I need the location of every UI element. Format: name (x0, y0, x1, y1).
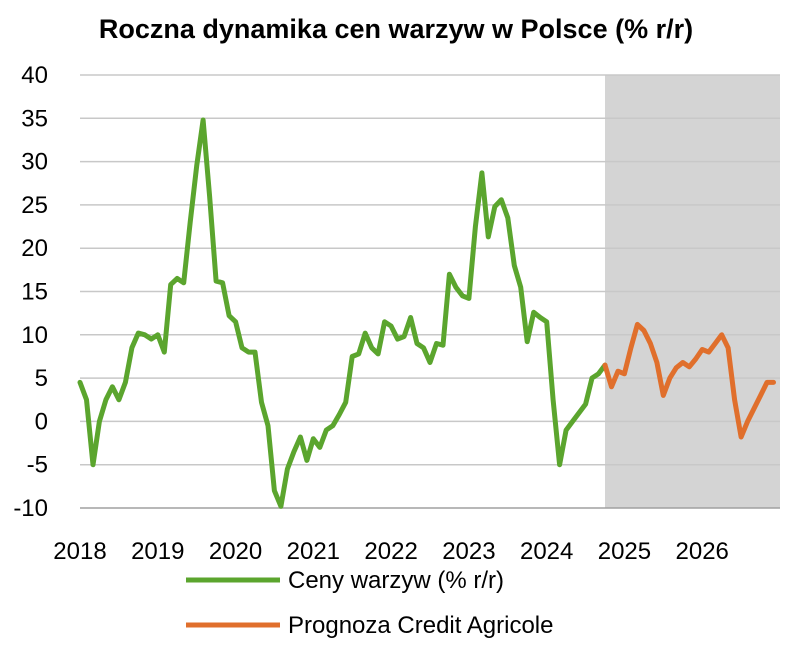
x-tick-label: 2022 (364, 538, 417, 565)
chart-title: Roczna dynamika cen warzyw w Polsce (% r… (99, 14, 693, 44)
x-tick-label: 2026 (676, 538, 729, 565)
y-tick-label: 0 (35, 408, 48, 435)
y-tick-label: 10 (21, 322, 48, 349)
series-line-forecast (602, 321, 776, 440)
x-tick-label: 2024 (520, 538, 573, 565)
x-axis-ticks: 2018 2019 2020 2021 2022 2023 2024 2025 2026 (53, 538, 729, 565)
x-tick-label: 2021 (287, 538, 340, 565)
series-lines (77, 117, 776, 509)
x-tick-label: 2018 (53, 538, 106, 565)
y-tick-label: 15 (21, 279, 48, 306)
x-tick-label: 2023 (442, 538, 495, 565)
x-tick-label: 2020 (209, 538, 262, 565)
y-tick-label: 35 (21, 105, 48, 132)
series-line-actual (77, 117, 608, 509)
x-tick-label: 2019 (131, 538, 184, 565)
y-tick-label: 40 (21, 62, 48, 89)
legend-label: Ceny warzyw (% r/r) (288, 567, 504, 594)
y-axis-ticks: -10 -5 0 5 10 15 20 25 30 35 40 (13, 62, 48, 522)
x-tick-label: 2025 (598, 538, 651, 565)
y-tick-label: -10 (13, 495, 48, 522)
legend-label: Prognoza Credit Agricole (288, 612, 553, 639)
y-tick-label: 5 (35, 365, 48, 392)
y-tick-label: 20 (21, 235, 48, 262)
y-tick-label: 30 (21, 149, 48, 176)
y-tick-label: 25 (21, 192, 48, 219)
y-tick-label: -5 (27, 452, 48, 479)
legend: Ceny warzyw (% r/r) Prognoza Credit Agric… (186, 567, 553, 639)
